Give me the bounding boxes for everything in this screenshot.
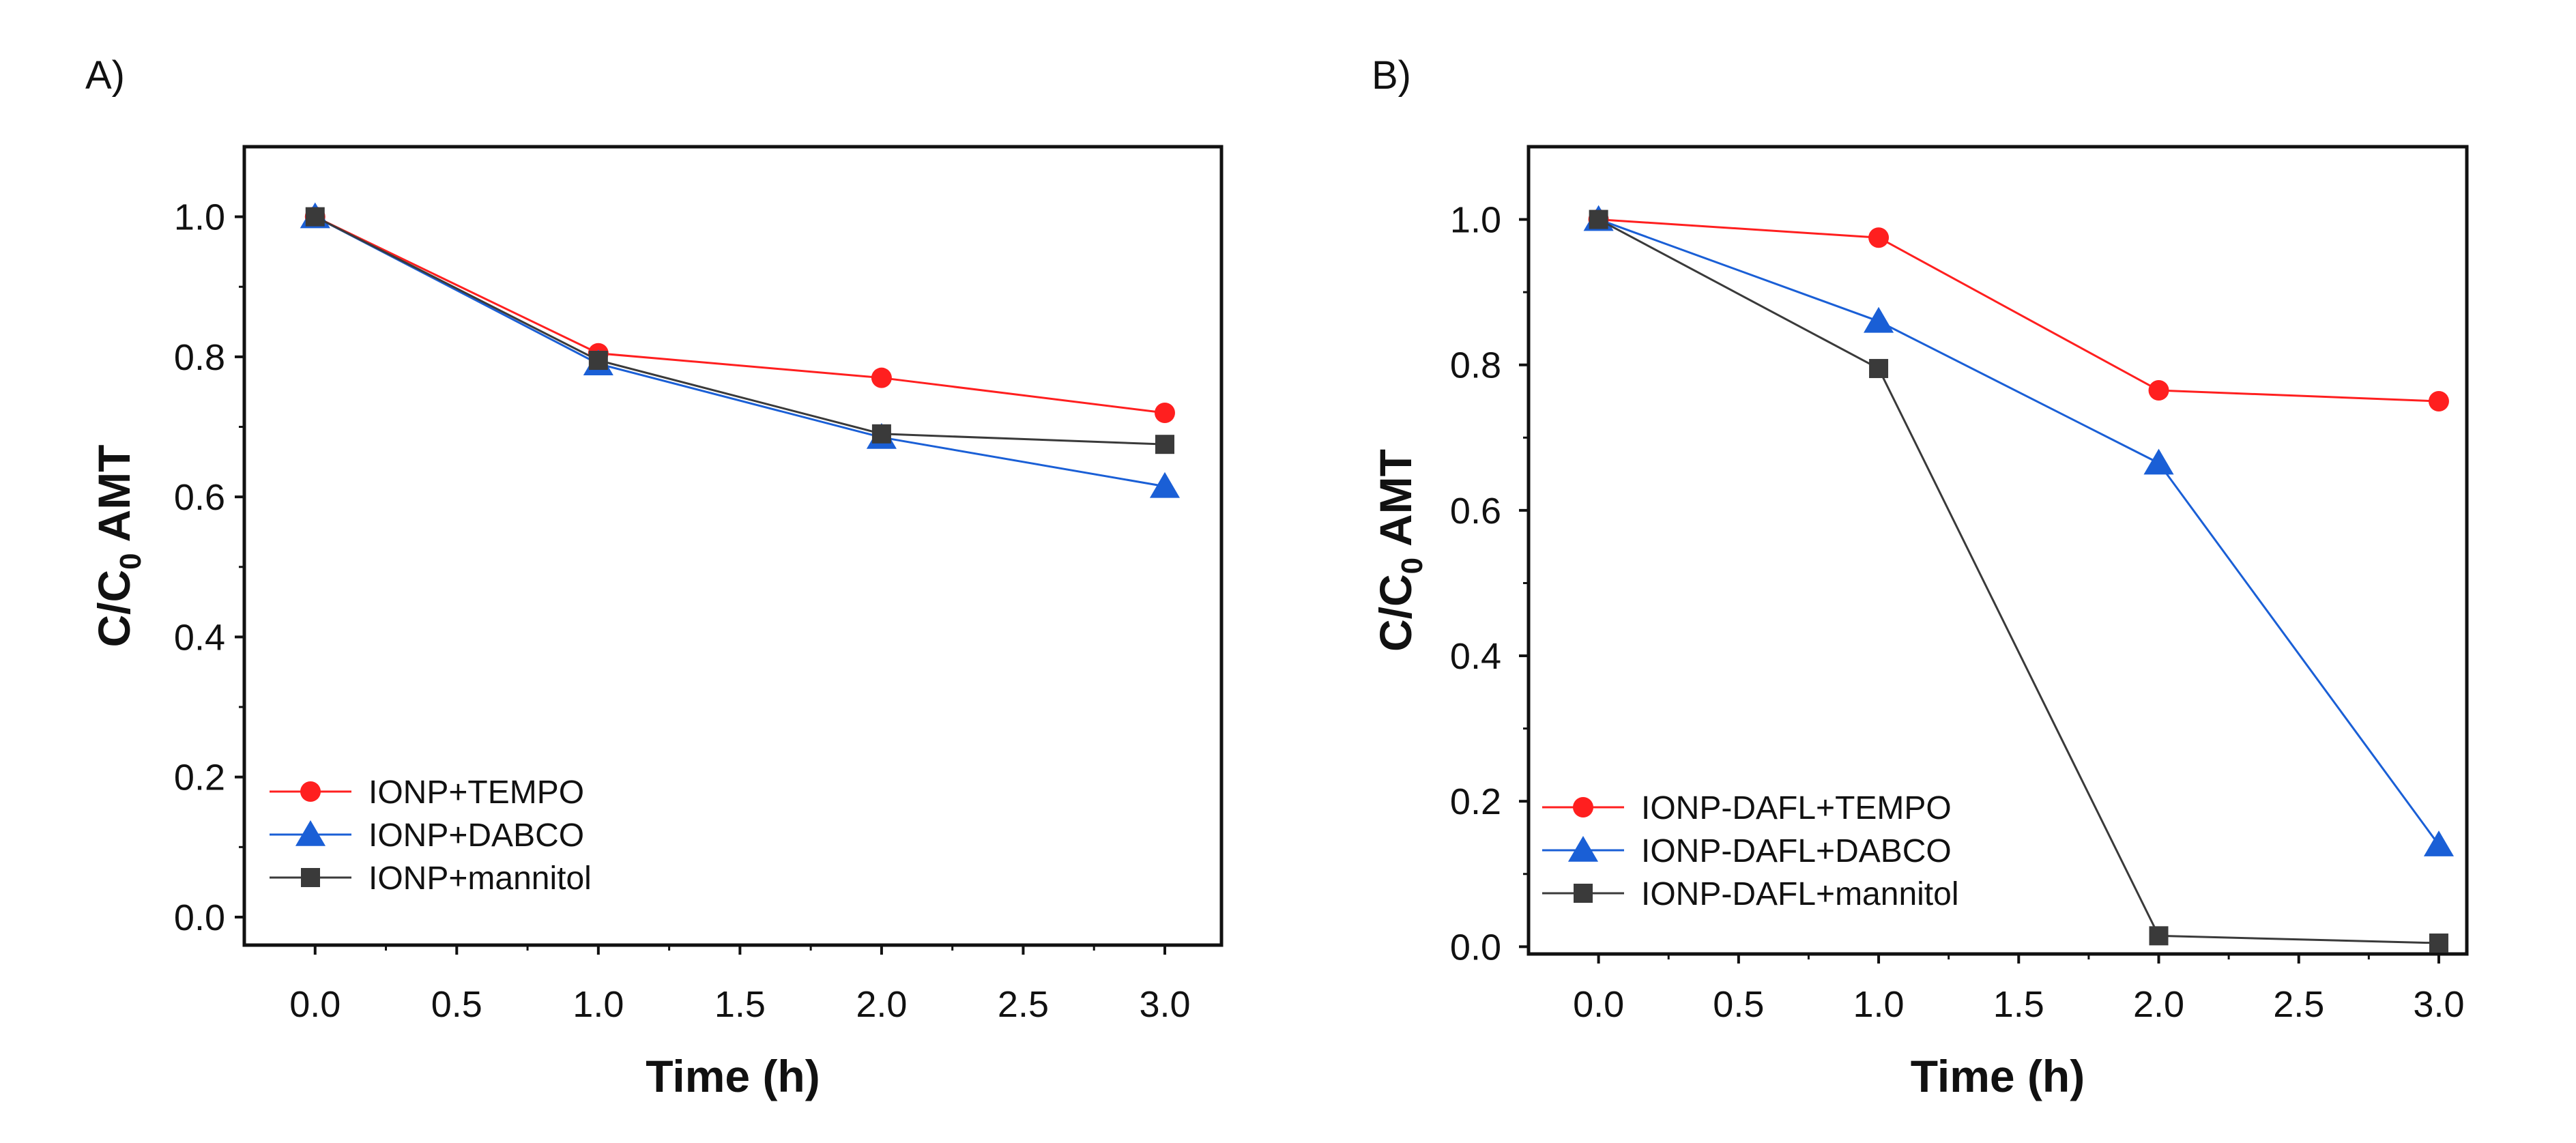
legend-marker bbox=[301, 868, 320, 887]
data-point bbox=[588, 351, 608, 371]
legend-marker bbox=[1574, 884, 1593, 903]
y-axis-label: C/C0 AMT bbox=[1370, 449, 1429, 652]
series-line bbox=[315, 216, 1166, 414]
series-circle bbox=[304, 206, 1175, 423]
y-tick-label: 0.2 bbox=[174, 757, 225, 798]
legend-entry: IONP-DAFL+mannitol bbox=[1641, 876, 1959, 912]
x-tick-label: 3.0 bbox=[2413, 984, 2464, 1025]
legend-entry: IONP+DABCO bbox=[368, 818, 584, 854]
x-tick-label: 2.0 bbox=[2133, 984, 2184, 1025]
legend-marker bbox=[300, 781, 321, 802]
legend-entry: IONP+mannitol bbox=[368, 860, 592, 897]
data-point bbox=[871, 367, 892, 388]
legend: IONP+TEMPO IONP+DABCO IONP+mannitol bbox=[270, 775, 592, 897]
legend-entry: IONP+TEMPO bbox=[368, 775, 584, 811]
legend: IONP-DAFL+TEMPO IONP-DAFL+DABCO IONP-DAFL+… bbox=[1542, 790, 1959, 912]
x-tick-label: 0.5 bbox=[431, 984, 482, 1025]
series-circle bbox=[1588, 209, 2449, 412]
data-point bbox=[1864, 306, 1894, 333]
data-point bbox=[2429, 934, 2448, 953]
data-point bbox=[1868, 227, 1890, 248]
data-point bbox=[2428, 391, 2449, 412]
legend-entry: IONP-DAFL+TEMPO bbox=[1641, 790, 1952, 826]
x-tick-label: 2.5 bbox=[998, 984, 1049, 1025]
panel-label: A) bbox=[85, 53, 125, 98]
series-line bbox=[1597, 218, 2439, 944]
data-point bbox=[2148, 380, 2169, 401]
series-line bbox=[1598, 218, 2440, 403]
data-point bbox=[305, 207, 325, 227]
x-tick-label: 0.0 bbox=[289, 984, 341, 1025]
y-tick-label: 0.6 bbox=[174, 477, 225, 518]
data-point bbox=[1154, 403, 1175, 423]
x-tick-label: 1.0 bbox=[573, 984, 624, 1025]
chart-panel-1: A) 0.0 0.2 0.4 0.6 0.8 1.0 0.0 0.5 1.0 1.5 2.0 2.5 3.… bbox=[85, 53, 1224, 1101]
x-tick-label: 1.5 bbox=[714, 984, 766, 1025]
y-tick-label: 0.2 bbox=[1450, 781, 1501, 822]
y-tick-label: 0.0 bbox=[1450, 927, 1501, 968]
series-line bbox=[315, 216, 1166, 446]
data-point bbox=[1589, 209, 1608, 229]
x-axis-label: Time (h) bbox=[1911, 1051, 2085, 1101]
legend-marker bbox=[295, 820, 326, 846]
series-line bbox=[315, 216, 1166, 488]
x-tick-label: 1.5 bbox=[1993, 984, 2044, 1025]
plot-frame bbox=[1526, 145, 2469, 956]
series-triangle bbox=[1583, 205, 2455, 856]
y-axis-label: C/C0 AMT bbox=[89, 444, 147, 647]
series-triangle bbox=[300, 202, 1181, 498]
legend-marker bbox=[1573, 797, 1593, 818]
y-tick-label: 1.0 bbox=[174, 197, 225, 238]
y-tick-label: 0.0 bbox=[174, 897, 225, 938]
series-square bbox=[305, 207, 1174, 454]
data-point bbox=[2143, 448, 2174, 475]
data-point bbox=[2149, 926, 2169, 946]
panel-label: B) bbox=[1372, 53, 1411, 98]
data-point bbox=[1869, 359, 1889, 379]
legend-entry: IONP-DAFL+DABCO bbox=[1641, 833, 1952, 869]
legend-marker bbox=[1567, 836, 1599, 862]
x-tick-label: 2.0 bbox=[856, 984, 907, 1025]
x-tick-label: 3.0 bbox=[1139, 984, 1190, 1025]
plot-frame bbox=[242, 145, 1224, 947]
data-point bbox=[871, 424, 891, 444]
x-tick-label: 2.5 bbox=[2273, 984, 2324, 1025]
x-tick-label: 0.5 bbox=[1713, 984, 1764, 1025]
y-tick-label: 0.4 bbox=[174, 617, 225, 658]
series-line bbox=[1598, 218, 2440, 846]
data-point bbox=[2423, 830, 2455, 856]
y-tick-label: 0.4 bbox=[1450, 636, 1501, 677]
y-tick-label: 0.8 bbox=[174, 337, 225, 378]
x-axis-label: Time (h) bbox=[646, 1051, 820, 1101]
y-tick-label: 1.0 bbox=[1450, 200, 1501, 241]
data-point bbox=[1155, 435, 1174, 454]
data-point bbox=[1149, 472, 1181, 498]
x-tick-label: 0.0 bbox=[1573, 984, 1624, 1025]
x-tick-label: 1.0 bbox=[1853, 984, 1905, 1025]
y-tick-label: 0.6 bbox=[1450, 491, 1501, 532]
chart-panel-2: B) 0.0 0.2 0.4 0.6 0.8 1.0 0.0 0.5 1.0 1.5 2.0 2.5 3.… bbox=[1370, 53, 2469, 1101]
y-tick-label: 0.8 bbox=[1450, 345, 1501, 386]
series-square bbox=[1589, 209, 2448, 953]
